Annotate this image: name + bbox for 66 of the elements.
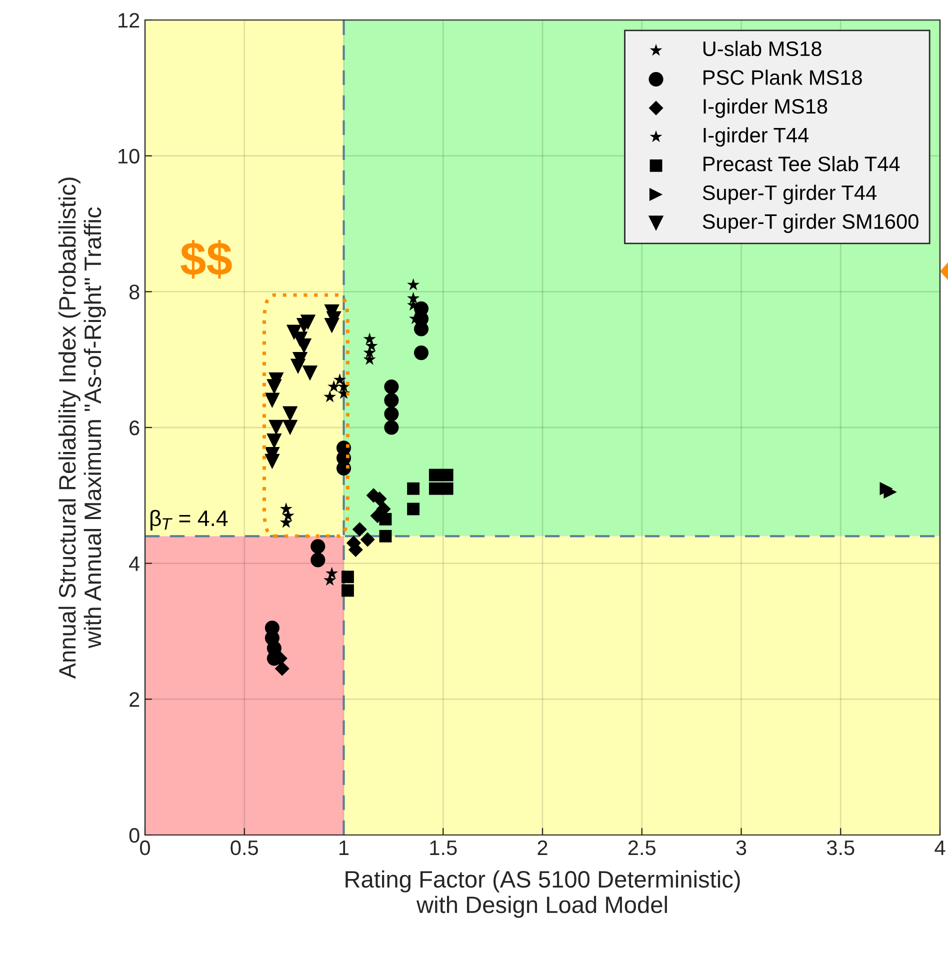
point <box>310 552 326 568</box>
point <box>407 278 420 290</box>
point <box>414 346 429 360</box>
y-tick-label: 12 <box>118 13 140 28</box>
legend-label: Super-T girder T44 <box>702 184 877 204</box>
point <box>342 584 354 597</box>
point <box>407 292 420 304</box>
x-tick-label: 2 <box>538 840 548 855</box>
point <box>324 574 336 586</box>
legend-label: I-girder MS18 <box>704 98 828 118</box>
point <box>407 502 420 516</box>
y-tick-label: 10 <box>118 148 140 164</box>
point <box>324 318 340 334</box>
point <box>264 392 280 408</box>
point <box>266 379 282 394</box>
point <box>379 512 392 526</box>
point <box>290 358 306 374</box>
point <box>363 346 376 358</box>
x-tick-label: 0 <box>140 840 150 856</box>
annotation: $$ <box>180 240 232 279</box>
legend-label: I-girder T44 <box>704 127 809 147</box>
x-tick-label: 3 <box>736 840 746 856</box>
point <box>440 468 454 482</box>
x-tick-label: 4 <box>934 840 946 855</box>
point <box>328 380 340 392</box>
y-tick-label: 0 <box>129 828 140 843</box>
y-axis-title: Annual Structural Reliability Index (Probabilistic) with Annual Maximum "As-of-Right" Traffic <box>58 178 106 679</box>
point <box>334 373 346 386</box>
legend-label: PSC Plank MS18 <box>704 70 862 85</box>
legend-label: Super-T girder SM1600 <box>702 214 918 234</box>
y-tick-label: 2 <box>130 692 140 707</box>
legend-label: U-slab MS18 <box>703 40 822 56</box>
y-tick-label: 6 <box>130 420 140 436</box>
point <box>268 420 284 436</box>
point <box>282 406 298 422</box>
point <box>280 516 292 528</box>
point <box>407 482 420 495</box>
legend-label: Precast Tee Slab T44 <box>704 156 900 172</box>
point <box>274 661 290 676</box>
x-tick-label: 2.5 <box>628 840 656 856</box>
point <box>360 532 375 547</box>
ref-line-label: β$_{T}$ = 4.4 <box>150 510 228 531</box>
x-tick-label: 0.5 <box>230 840 258 856</box>
point <box>384 393 399 408</box>
point <box>324 390 336 402</box>
point <box>428 482 442 495</box>
x-tick-label: 1 <box>340 840 349 855</box>
point <box>384 420 399 435</box>
point <box>300 314 316 330</box>
point <box>384 406 399 422</box>
y-tick-label: 4 <box>129 556 140 571</box>
x-axis-title: Rating Factor (AS 5100 Deterministic) with Design Load Model <box>346 870 740 918</box>
point <box>440 482 454 495</box>
point <box>379 530 392 542</box>
point <box>352 522 367 537</box>
x-tick-label: 3.5 <box>826 840 854 856</box>
point <box>282 420 298 436</box>
point <box>342 570 354 584</box>
y-tick-label: 8 <box>129 284 140 300</box>
point <box>266 433 282 449</box>
x-tick-label: 1.5 <box>430 840 457 856</box>
point <box>428 468 442 482</box>
point <box>363 332 376 345</box>
point <box>310 539 326 554</box>
point <box>384 379 399 394</box>
point <box>302 366 318 381</box>
